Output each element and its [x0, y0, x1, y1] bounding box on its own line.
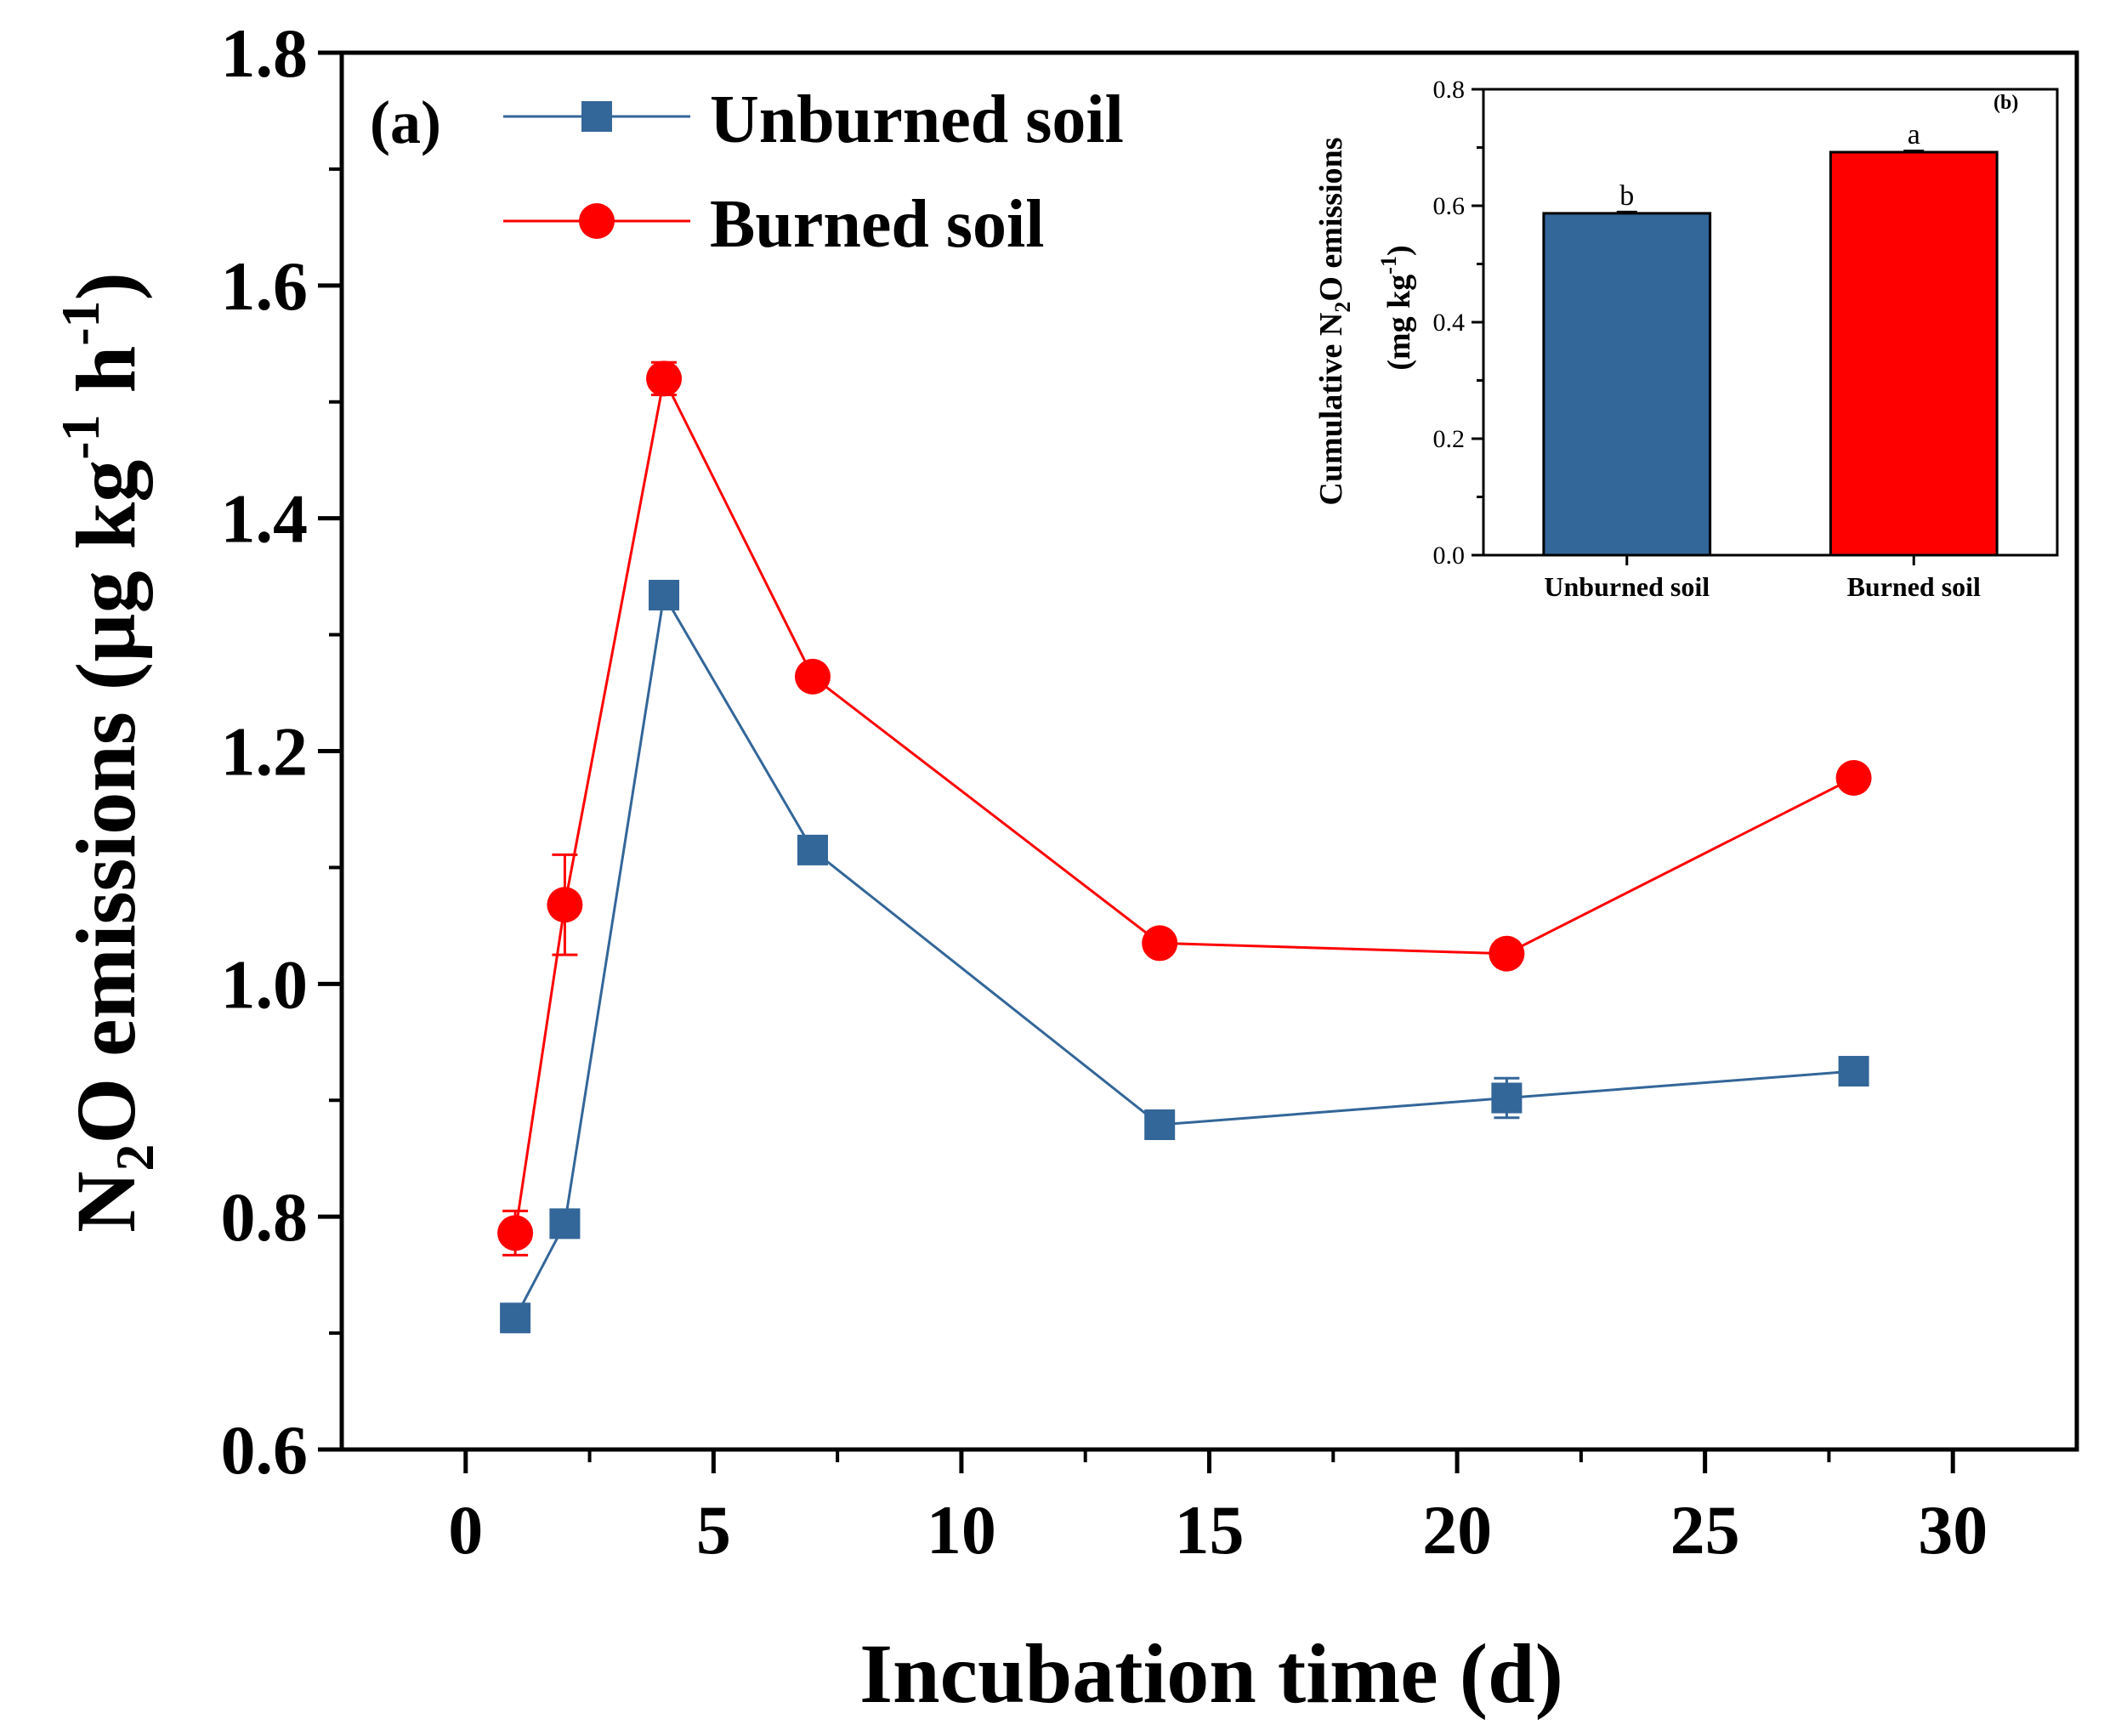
inset-ylabel2-suffix: ) [1381, 245, 1417, 256]
inset-ylabel2-prefix: (mg kg [1381, 275, 1417, 371]
data-point-unburned [549, 1208, 581, 1240]
inset-ylabel2-sup: -1 [1376, 256, 1401, 275]
data-point-burned [547, 887, 583, 923]
inset-y-tick-label: 0.8 [1433, 76, 1466, 104]
y-axis-title-mid: O emissions (µg kg [59, 460, 153, 1144]
inset-y-tick-label: 0.4 [1433, 309, 1466, 337]
inset-y-tick-label: 0.2 [1433, 425, 1466, 453]
main-plot-frame [339, 50, 2079, 1452]
y-axis-title-mid2: h [59, 346, 153, 415]
x-tick-label: 15 [1175, 1491, 1245, 1569]
data-point-burned [497, 1215, 534, 1251]
inset-ylabel-prefix: Cumulative N [1313, 313, 1349, 506]
main-line-chart: 0 5 10 15 20 25 30 0.6 0.8 1.0 1.2 1.4 1.6 1.8 (a) U… [50, 14, 2079, 1721]
main-x-axis: 0 5 10 15 20 25 30 [448, 1450, 1988, 1569]
data-point-unburned [500, 1302, 531, 1334]
panel-label-b: (b) [1993, 92, 2018, 114]
inset-ylabel-suffix: O emissions [1313, 137, 1349, 301]
y-axis-title-sub: 2 [105, 1144, 165, 1172]
y-axis-title-sup2: -1 [50, 300, 111, 345]
legend-marker-burned [579, 203, 615, 239]
series-line-unburned [513, 591, 1854, 1319]
x-tick-label: 10 [927, 1491, 996, 1569]
inset-category-label: Unburned soil [1544, 571, 1710, 602]
inset-significance-letter: b [1619, 180, 1634, 212]
inset-category-label: Burned soil [1847, 571, 1981, 602]
y-tick-label: 1.4 [221, 480, 309, 558]
x-tick-label: 25 [1670, 1491, 1740, 1569]
inset-bars-group: b Unburned soil a Burned soil [1542, 119, 1999, 602]
y-axis-title-n: N [59, 1172, 153, 1233]
legend-label-unburned: Unburned soil [710, 82, 1124, 157]
panel-label-a: (a) [370, 88, 441, 156]
x-tick-label: 30 [1918, 1491, 1988, 1569]
data-point-unburned [1144, 1109, 1176, 1141]
main-y-axis: 0.6 0.8 1.0 1.2 1.4 1.6 1.8 [221, 14, 342, 1489]
x-tick-label: 5 [696, 1491, 731, 1569]
y-axis-title-suffix: ) [59, 272, 153, 300]
inset-bar-chart: 0.0 0.2 0.4 0.6 0.8 b Unburned soil a Burned so… [1313, 76, 2059, 602]
data-point-unburned [649, 580, 680, 611]
legend-label-burned: Burned soil [710, 187, 1044, 262]
inset-bar [1829, 150, 1999, 557]
inset-significance-letter: a [1908, 119, 1920, 150]
data-point-burned [1835, 759, 1872, 796]
data-point-burned [1142, 925, 1178, 962]
y-tick-label: 1.0 [221, 945, 309, 1023]
y-tick-label: 1.8 [221, 14, 309, 92]
x-axis-title: Incubation time (d) [859, 1626, 1563, 1721]
y-axis-title-sup1: -1 [50, 414, 111, 459]
main-series-group [497, 360, 1872, 1334]
y-tick-label: 1.2 [221, 713, 309, 791]
inset-ylabel-sub: 2 [1330, 302, 1355, 313]
data-point-unburned [1491, 1082, 1523, 1114]
y-axis-title: N2O emissions (µg kg-1 h-1) [50, 272, 165, 1233]
inset-y-axis-title-line2: (mg kg-1) [1376, 245, 1417, 370]
x-tick-label: 20 [1422, 1491, 1492, 1569]
data-point-unburned [797, 834, 828, 865]
inset-y-axis: 0.0 0.2 0.4 0.6 0.8 [1433, 76, 1483, 570]
inset-bar [1542, 212, 1712, 557]
y-tick-label: 1.6 [221, 247, 309, 325]
y-tick-label: 0.6 [221, 1411, 309, 1489]
data-point-burned [646, 360, 683, 397]
x-tick-label: 0 [448, 1491, 483, 1569]
y-tick-label: 0.8 [221, 1178, 309, 1256]
data-point-burned [794, 658, 831, 695]
legend-marker-unburned [581, 101, 612, 132]
legend: Unburned soil Burned soil [503, 82, 1124, 262]
inset-y-tick-label: 0.6 [1433, 192, 1466, 220]
inset-y-tick-label: 0.0 [1433, 542, 1466, 570]
inset-y-axis-title-line1: Cumulative N2O emissions [1313, 137, 1355, 505]
data-point-burned [1489, 935, 1525, 972]
data-point-unburned [1838, 1056, 1869, 1087]
